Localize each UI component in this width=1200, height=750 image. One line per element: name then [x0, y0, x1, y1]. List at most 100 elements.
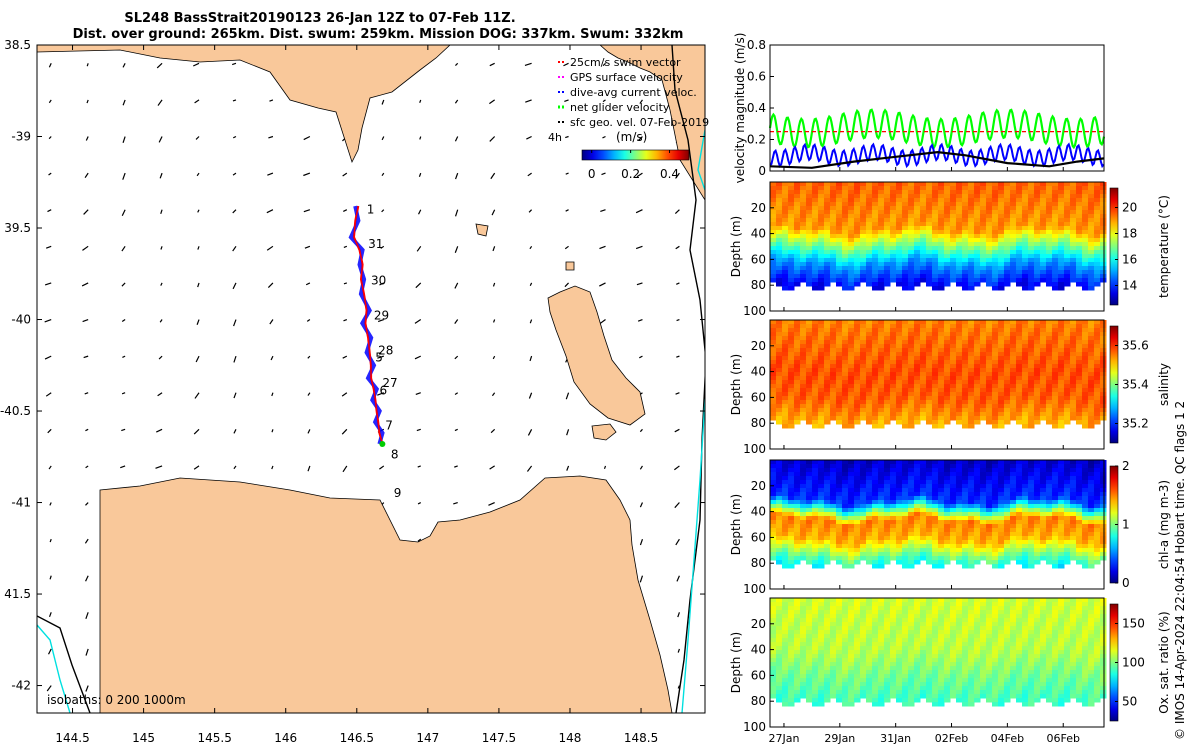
velocity-arrow: [233, 429, 237, 434]
velocity-arrow: [491, 209, 496, 216]
velocity-arrow: [85, 465, 89, 469]
date-tick-label: 04Feb: [991, 732, 1024, 745]
velocity-arrow: [159, 319, 163, 323]
day-label: 8: [391, 448, 399, 462]
net-glider-velocity-line: [768, 108, 1106, 150]
velocity-arrow: [528, 392, 533, 399]
depth-tick-label: 100: [743, 582, 766, 596]
title-line-1: SL248 BassStrait20190123 26-Jan 12Z to 0…: [124, 11, 515, 26]
legend-dive-avg: dive-avg current veloc.: [570, 86, 697, 99]
velocity-arrow: [85, 502, 89, 506]
velocity-arrow: [232, 99, 237, 102]
velocity-arrow: [564, 99, 569, 102]
velocity-arrow: [379, 282, 385, 286]
velocity-arrow: [381, 99, 385, 105]
velocity-arrow: [454, 355, 459, 360]
velocity-arrow: [528, 209, 533, 213]
velocity-arrow: [46, 685, 52, 692]
heatmap-panel-3: 20 40 60 80 100 Depth (m) 0 1 2 chl-a (mg m-3): [729, 459, 1171, 596]
velocity-arrow: [677, 612, 680, 618]
title-line-2: Dist. over ground: 265km. Dist. swum: 25…: [73, 27, 684, 42]
velocity-arrow: [639, 502, 644, 508]
velocity-arrow: [599, 319, 606, 325]
map-x-tick-label: 146: [274, 731, 297, 745]
velocity-arrow: [342, 465, 348, 473]
velocity-arrow: [600, 209, 606, 212]
map-y-tick-label: -42: [11, 679, 31, 693]
land-victoria: [37, 45, 451, 164]
depth-tick-label: 100: [743, 304, 766, 318]
velocity-arrow: [194, 99, 200, 104]
dive-avg-current-track: [348, 205, 385, 445]
velocity-arrow: [566, 465, 570, 471]
heatmap-panel-border: [769, 459, 1105, 590]
isobaths-label: isobaths: 0 200 1000m: [47, 693, 186, 707]
velocity-arrow: [269, 319, 274, 325]
map-y-tick-label: 39.5: [4, 221, 31, 235]
velocity-arrow: [303, 172, 311, 177]
heatmap-panel-border: [769, 319, 1105, 450]
colorbar-tick-label: 0: [1122, 576, 1130, 590]
velocity-arrow: [82, 245, 89, 251]
velocity-arrow: [48, 172, 52, 176]
velocity-arrow: [157, 99, 163, 106]
velocity-arrow: [343, 209, 348, 212]
velocity-arrow: [85, 136, 89, 141]
velocity-arrow: [85, 612, 89, 620]
velocity-arrow: [417, 502, 422, 505]
velocity-arrow: [47, 428, 52, 434]
depth-tick-label: 20: [751, 339, 766, 353]
day-label: 28: [378, 343, 393, 357]
velocity-arrow: [416, 245, 422, 252]
velocity-arrow: [193, 428, 200, 435]
velocity-arrow: [45, 245, 52, 249]
velocity-arrow: [122, 136, 126, 144]
colorbar-tick-label: 150: [1122, 617, 1145, 631]
depth-tick-label: 40: [751, 227, 766, 241]
velocity-arrow: [637, 318, 643, 322]
velocity-y-tick-label: 0.8: [747, 38, 766, 52]
velocity-arrow: [47, 209, 52, 213]
velocity-arrow: [674, 465, 680, 471]
velocity-arrow: [122, 99, 126, 106]
velocity-arrow: [675, 538, 680, 546]
depth-tick-label: 80: [751, 416, 766, 430]
colorbar-label: Ox. sat. ratio (%): [1157, 611, 1171, 713]
velocity-arrow: [524, 62, 532, 67]
velocity-arrow: [121, 209, 126, 216]
velocity-arrow: [268, 135, 274, 139]
velocity-arrow: [493, 319, 496, 323]
colorbar-tick-label: 50: [1122, 695, 1137, 709]
depth-tick-label: 100: [743, 442, 766, 456]
velocity-arrow: [86, 99, 89, 104]
velocity-arrow: [381, 209, 385, 213]
velocity-arrow: [454, 319, 459, 324]
velocity-arrow: [159, 172, 163, 179]
velocity-arrow: [675, 392, 680, 395]
velocity-arrow: [417, 209, 422, 215]
velocity-arrow: [232, 62, 237, 66]
day-label: 6: [380, 384, 388, 398]
velocity-y-tick-label: 0.4: [747, 101, 766, 115]
depth-tick-label: 100: [743, 720, 766, 734]
velocity-arrow: [381, 136, 385, 141]
velocity-arrow: [307, 465, 311, 472]
velocity-arrow: [160, 209, 163, 215]
velocity-arrow: [525, 99, 532, 103]
velocity-arrow: [377, 318, 384, 323]
velocity-arrow: [674, 428, 680, 433]
depth-tick-label: 40: [751, 365, 766, 379]
day-label: 29: [374, 309, 389, 323]
velocity-arrow: [599, 245, 606, 250]
velocity-arrow: [489, 136, 496, 142]
colorbar-label: temperature (°C): [1157, 195, 1171, 298]
colorbar-tick-label: 35.2: [1122, 417, 1149, 431]
velocity-arrow: [565, 392, 570, 400]
velocity-arrow: [84, 392, 89, 395]
velocity-arrow: [85, 428, 89, 432]
velocity-arrow: [639, 355, 643, 359]
map-y-tick-label: -40.5: [0, 404, 31, 418]
map-y-tick-label: -39: [11, 130, 31, 144]
map-colorbar: [581, 149, 690, 161]
